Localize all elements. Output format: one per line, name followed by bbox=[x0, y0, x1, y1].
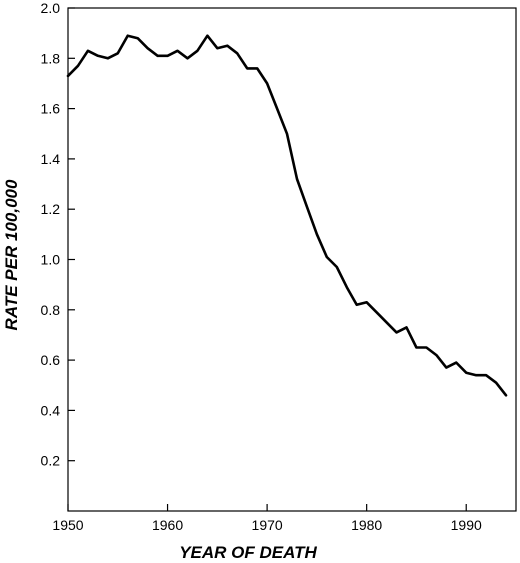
y-tick-label: 1.6 bbox=[41, 101, 61, 117]
x-tick-label: 1980 bbox=[351, 517, 382, 533]
y-tick-label: 1.2 bbox=[41, 201, 61, 217]
y-tick-label: 2.0 bbox=[41, 0, 61, 16]
series-line bbox=[66, 34, 508, 397]
y-tick-label: 0.8 bbox=[41, 302, 61, 318]
y-tick-label: 1.0 bbox=[41, 252, 61, 268]
y-tick-label: 1.8 bbox=[41, 50, 61, 66]
y-tick-label: 0.6 bbox=[41, 352, 61, 368]
x-tick-label: 1950 bbox=[52, 517, 83, 533]
plot-frame bbox=[67, 7, 517, 512]
x-tick-label: 1970 bbox=[252, 517, 283, 533]
y-tick-label: 0.4 bbox=[41, 402, 61, 418]
y-axis: 0.2 0.4 0.6 0.8 1.0 1.2 1.4 1.6 1.8 2.0 bbox=[41, 0, 75, 469]
x-axis: 1950 1960 1970 1980 1990 bbox=[52, 504, 482, 533]
x-tick-label: 1990 bbox=[451, 517, 482, 533]
y-tick-label: 0.2 bbox=[41, 453, 61, 469]
y-axis-title: RATE PER 100,000 bbox=[2, 179, 21, 330]
x-axis-title: YEAR OF DEATH bbox=[179, 543, 317, 562]
x-tick-label: 1960 bbox=[152, 517, 183, 533]
y-tick-label: 1.4 bbox=[41, 151, 61, 167]
